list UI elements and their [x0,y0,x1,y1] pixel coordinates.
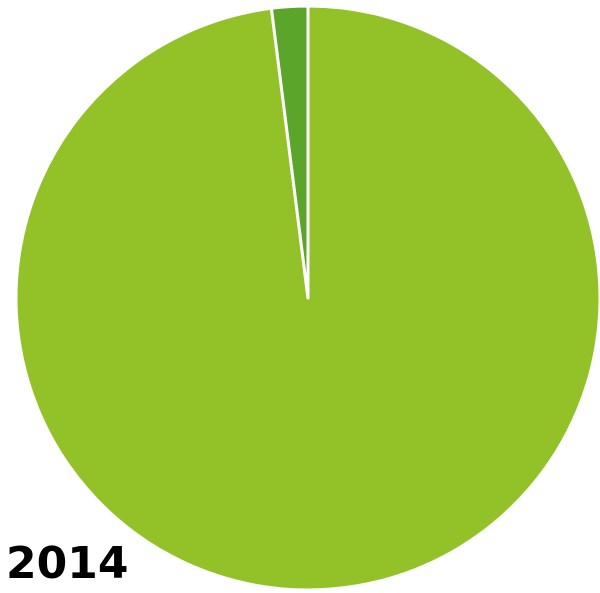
pie-slice [269,4,310,300]
pie [14,4,600,592]
chart-title: 2014 [6,538,128,589]
